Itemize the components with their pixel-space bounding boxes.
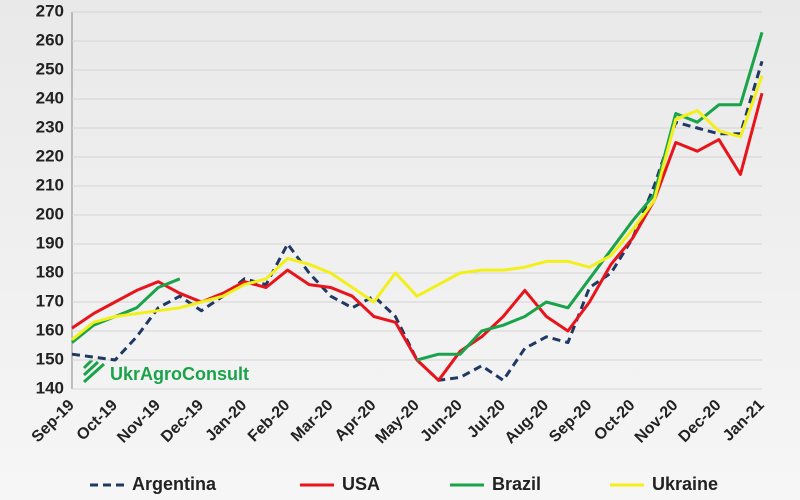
legend-label: Brazil	[492, 474, 541, 494]
series-line	[71, 75, 764, 341]
legend-label: USA	[342, 474, 380, 494]
y-tick-label: 260	[36, 30, 64, 49]
y-tick-label: 230	[36, 117, 64, 136]
y-tick-label: 240	[36, 88, 64, 107]
y-tick-label: 250	[36, 59, 64, 78]
y-tick-label: 200	[36, 204, 64, 223]
series-line	[71, 277, 181, 344]
watermark: UkrAgroConsult	[110, 364, 249, 384]
logo-icon	[82, 358, 106, 384]
y-tick-label: 170	[36, 291, 64, 310]
y-tick-label: 180	[36, 262, 64, 281]
y-tick-label: 190	[36, 233, 64, 252]
y-tick-label: 160	[36, 320, 64, 339]
y-tick-label: 210	[36, 175, 64, 194]
y-tick-label: 140	[36, 378, 64, 397]
y-tick-label: 270	[36, 1, 64, 20]
y-tick-label: 150	[36, 349, 64, 368]
legend-label: Ukraine	[652, 474, 718, 494]
series-line	[71, 60, 764, 382]
y-tick-label: 220	[36, 146, 64, 165]
legend-label: Argentina	[132, 474, 217, 494]
